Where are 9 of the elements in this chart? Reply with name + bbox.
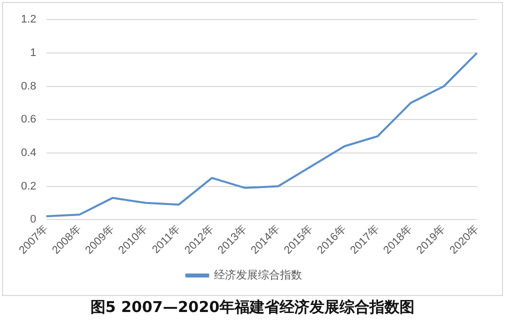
y-tick-label: 0.2 (20, 180, 36, 192)
y-tick-label: 1.2 (20, 14, 36, 26)
y-tick-label: 1 (30, 46, 36, 59)
y-tick-label: 0 (30, 214, 36, 226)
y-tick-label: 0.4 (20, 146, 36, 159)
y-tick-label: 0.6 (20, 114, 36, 126)
legend-label: 经济发展综合指数 (214, 268, 302, 282)
y-tick-label: 0.8 (20, 80, 36, 92)
text: 图5 2007—2020年福建省经济发展综合指数图 (89, 298, 416, 317)
